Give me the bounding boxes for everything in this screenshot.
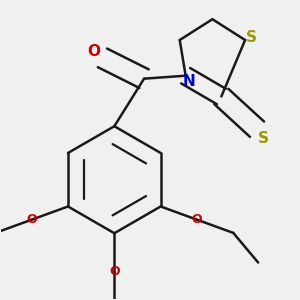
Text: S: S	[246, 30, 256, 45]
Text: O: O	[192, 213, 202, 226]
Text: N: N	[182, 74, 195, 89]
Text: S: S	[257, 130, 268, 146]
Text: O: O	[87, 44, 100, 59]
Text: O: O	[26, 213, 37, 226]
Text: O: O	[109, 266, 120, 278]
